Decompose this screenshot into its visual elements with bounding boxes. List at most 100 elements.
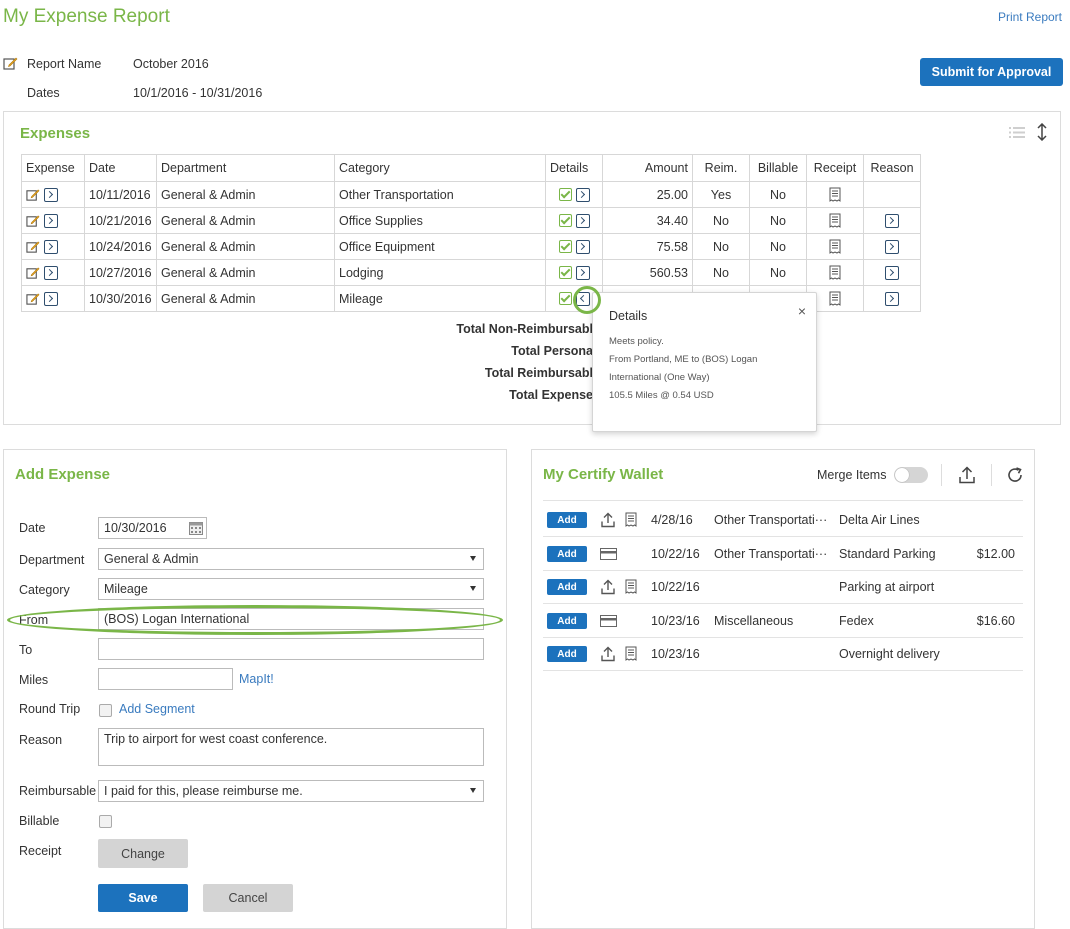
reim-cell: Yes: [692, 181, 750, 208]
change-receipt-button[interactable]: Change: [98, 839, 188, 868]
sort-icon[interactable]: [1036, 123, 1048, 141]
wallet-add-button[interactable]: Add: [547, 613, 587, 629]
chevron-right-icon[interactable]: [44, 239, 58, 254]
wallet-header-divider: [543, 500, 1023, 501]
chevron-right-icon[interactable]: [885, 291, 899, 306]
receipt-icon[interactable]: [625, 512, 637, 527]
wallet-item-category: Other Transportati···: [714, 547, 828, 561]
billable-checkbox[interactable]: [99, 815, 112, 828]
reason-label: Reason: [19, 733, 63, 747]
col-details: Details: [545, 154, 603, 182]
date-cell: 10/21/2016: [84, 207, 157, 234]
chevron-right-icon[interactable]: [885, 265, 899, 280]
receipt-icon[interactable]: [829, 213, 841, 229]
amount-cell: 560.53: [602, 259, 693, 286]
table-row[interactable]: 10/11/2016 General & Admin Other Transport…: [21, 181, 921, 208]
upload-icon[interactable]: [601, 579, 615, 595]
receipt-icon[interactable]: [829, 187, 841, 203]
miles-input[interactable]: [98, 668, 233, 690]
mapit-link[interactable]: MapIt!: [239, 672, 274, 686]
table-row[interactable]: 10/21/2016 General & Admin Office Supplies…: [21, 207, 921, 234]
receipt-icon[interactable]: [625, 646, 637, 661]
add-expense-title: Add Expense: [15, 466, 111, 483]
from-highlight-ring: [7, 605, 503, 635]
chevron-right-icon[interactable]: [575, 265, 590, 280]
receipt-cell: [806, 233, 864, 260]
edit-icon[interactable]: [26, 266, 40, 280]
edit-icon[interactable]: [26, 240, 40, 254]
upload-icon[interactable]: [959, 466, 975, 484]
reason-cell: [863, 285, 921, 312]
edit-icon[interactable]: [26, 214, 40, 228]
edit-icon[interactable]: [26, 292, 40, 306]
col-billable: Billable: [749, 154, 807, 182]
chevron-down-icon: [470, 556, 476, 561]
save-button[interactable]: Save: [98, 884, 188, 912]
total-reimbursable-label: Total Reimbursabl: [484, 366, 593, 380]
wallet-add-button[interactable]: Add: [547, 579, 587, 595]
upload-icon[interactable]: [601, 512, 615, 528]
category-select[interactable]: Mileage: [98, 578, 484, 600]
wallet-item-amount: $12.00: [976, 547, 1015, 561]
add-segment-link[interactable]: Add Segment: [119, 702, 195, 716]
submit-for-approval-button[interactable]: Submit for Approval: [920, 58, 1063, 86]
wallet-item: Add 4/28/16 Other Transportati··· Delta Air…: [543, 503, 1023, 537]
list-view-icon[interactable]: [1009, 126, 1025, 139]
reimbursable-select[interactable]: I paid for this, please reimburse me.: [98, 780, 484, 802]
merge-items-label: Merge Items: [817, 468, 887, 482]
receipt-icon[interactable]: [829, 239, 841, 255]
table-row[interactable]: 10/24/2016 General & Admin Office Equipmen…: [21, 233, 921, 260]
to-input[interactable]: [98, 638, 484, 660]
close-icon[interactable]: ×: [797, 303, 806, 319]
wallet-add-button[interactable]: Add: [547, 546, 587, 562]
receipt-icon[interactable]: [829, 265, 841, 281]
wallet-add-button[interactable]: Add: [547, 646, 587, 662]
chevron-right-icon[interactable]: [44, 213, 58, 228]
route-line-1: From Portland, ME to (BOS) Logan: [609, 354, 758, 365]
chevron-right-icon[interactable]: [575, 239, 590, 254]
table-header-row: Expense Date Department Category Details…: [21, 154, 921, 182]
wallet-item-category: Other Transportati···: [714, 513, 828, 527]
amount-cell: 75.58: [602, 233, 693, 260]
table-row[interactable]: 10/27/2016 General & Admin Lodging 560.53 No…: [21, 259, 921, 286]
credit-card-icon: [600, 548, 617, 560]
total-non-reimbursable-label: Total Non-Reimbursabl: [456, 322, 593, 336]
wallet-item-merchant: Parking at airport: [839, 580, 935, 594]
chevron-right-icon[interactable]: [575, 187, 590, 202]
total-personal-label: Total Persona: [511, 344, 593, 358]
wallet-item-date: 10/23/16: [651, 614, 700, 628]
edit-report-icon[interactable]: [3, 56, 18, 71]
wallet-title: My Certify Wallet: [543, 466, 664, 483]
chevron-right-icon[interactable]: [44, 265, 58, 280]
chevron-right-icon[interactable]: [885, 239, 899, 254]
edit-icon[interactable]: [26, 188, 40, 202]
reason-textarea[interactable]: Trip to airport for west coast conferenc…: [98, 728, 484, 766]
report-name-value: October 2016: [133, 57, 209, 71]
department-select[interactable]: General & Admin: [98, 548, 484, 570]
print-report-link[interactable]: Print Report: [997, 10, 1062, 24]
wallet-item-merchant: Overnight delivery: [839, 647, 940, 661]
chevron-right-icon[interactable]: [44, 291, 58, 306]
receipt-icon[interactable]: [829, 291, 841, 307]
chevron-right-icon[interactable]: [885, 213, 899, 228]
col-receipt: Receipt: [806, 154, 864, 182]
chevron-down-icon: [470, 586, 476, 591]
check-icon: [558, 266, 572, 280]
receipt-icon[interactable]: [625, 579, 637, 594]
billable-label: Billable: [19, 814, 60, 828]
wallet-add-button[interactable]: Add: [547, 512, 587, 528]
refresh-icon[interactable]: [1006, 466, 1024, 484]
calendar-icon[interactable]: [189, 521, 203, 535]
chevron-right-icon[interactable]: [575, 213, 590, 228]
check-icon: [558, 292, 572, 306]
upload-icon[interactable]: [601, 646, 615, 662]
category-label: Category: [19, 583, 70, 597]
merge-items-toggle[interactable]: [894, 467, 928, 483]
wallet-item: Add 10/23/16 Miscellaneous Fedex $16.60: [543, 604, 1023, 638]
round-trip-checkbox[interactable]: [99, 704, 112, 717]
chevron-right-icon[interactable]: [44, 187, 58, 202]
date-cell: 10/30/2016: [84, 285, 157, 312]
billable-cell: No: [749, 181, 807, 208]
cancel-button[interactable]: Cancel: [203, 884, 293, 912]
date-input[interactable]: 10/30/2016: [98, 517, 207, 539]
